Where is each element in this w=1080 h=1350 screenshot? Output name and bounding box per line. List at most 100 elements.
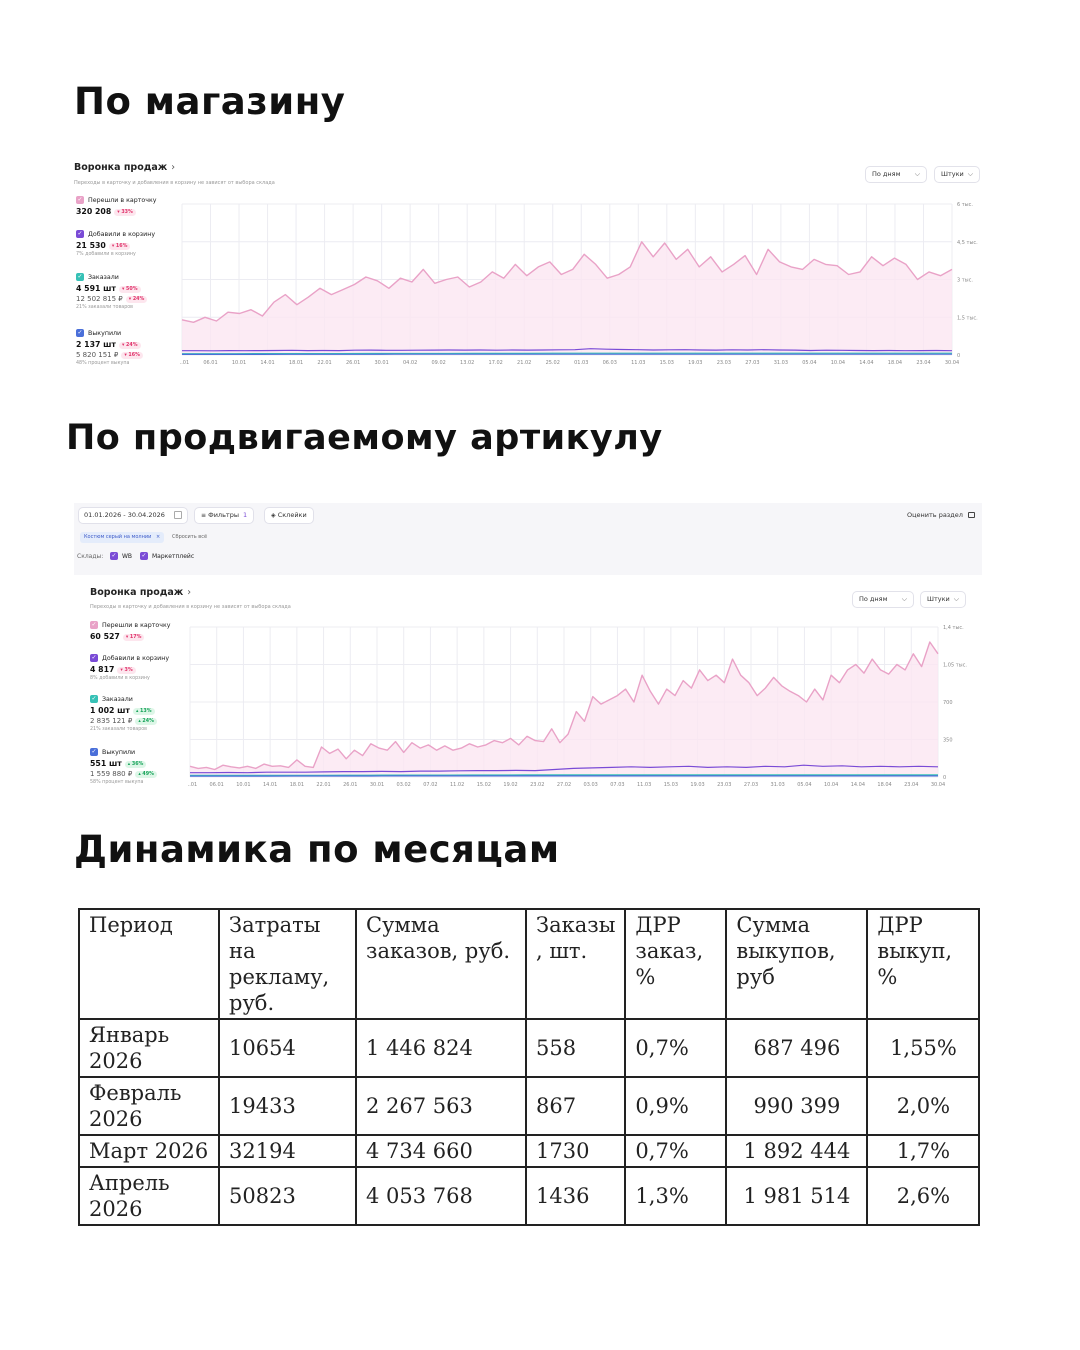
x-tick-label: 18.01 <box>289 360 303 366</box>
column-header-period: Период <box>78 907 220 1021</box>
metric-header: ✓ Заказали <box>90 695 190 703</box>
table-cell: 1,7% <box>866 1134 981 1169</box>
checkbox-icon[interactable]: ✓ <box>90 695 98 703</box>
funnel-metric[interactable]: ✓ Заказали 1 002 шт ▴ 13% 2 835 121 ₽ ▴ 24% 21… <box>90 695 190 732</box>
table-cell: 1,3% <box>624 1166 728 1227</box>
checkbox-icon[interactable]: ✓ <box>90 654 98 662</box>
funnel-title[interactable]: Воронка продаж › <box>74 162 175 173</box>
funnel-title[interactable]: Воронка продаж › <box>90 587 191 598</box>
merge-label: Склейки <box>277 511 307 519</box>
y-tick-label: 0 <box>943 775 946 781</box>
trend-badge: ▾ 50% <box>118 285 141 293</box>
filters-count-badge: 1 <box>243 511 248 519</box>
warehouse-checkbox-marketplace[interactable]: ✓ Маркетплейс <box>140 552 194 560</box>
unit-select[interactable]: Штуки ⌵ <box>920 591 966 608</box>
chevron-down-icon: ⌵ <box>967 170 973 178</box>
chevron-right-icon: › <box>171 162 176 173</box>
metric-value: 320 208 ▾ 33% <box>76 207 176 216</box>
x-tick-label: 14.04 <box>851 782 865 788</box>
rate-section-button[interactable]: Оценить раздел <box>900 507 982 524</box>
metric-value: 4 817 ▾ 3% <box>90 665 190 674</box>
x-tick-label: 23.04 <box>916 360 930 366</box>
column-header-orders-sum: Сумма заказов, руб. <box>355 907 527 1021</box>
period-select-value: По дням <box>872 170 901 178</box>
reset-all-link[interactable]: Сбросить всё <box>172 534 208 540</box>
layers-icon: ◈ <box>271 512 276 519</box>
check-icon: ✓ <box>140 552 148 560</box>
x-tick-label: 10.01 <box>232 360 246 366</box>
x-tick-label: 05.04 <box>797 782 811 788</box>
funnel-metric[interactable]: ✓ Выкупили 551 шт ▴ 36% 1 559 880 ₽ ▴ 49% 58% … <box>90 748 190 785</box>
metric-value: 21 530 ▾ 16% <box>76 241 176 250</box>
table-cell: 2 267 563 <box>355 1076 527 1137</box>
x-tick-label: 14.01 <box>263 782 277 788</box>
series-line <box>181 241 953 323</box>
funnel-metric[interactable]: ✓ Добавили в корзину 4 817 ▾ 3% 8% добавили … <box>90 654 190 681</box>
trend-badge: ▾ 3% <box>117 666 136 674</box>
table-cell: 50823 <box>218 1166 357 1227</box>
warehouse-name: WB <box>122 552 133 560</box>
series-line <box>182 352 952 355</box>
x-tick-label: 11.03 <box>631 360 645 366</box>
metric-value-rub: 2 835 121 ₽ ▴ 24% <box>90 717 190 725</box>
x-tick-label: 06.01 <box>210 782 224 788</box>
funnel-metric[interactable]: ✓ Заказали 4 591 шт ▾ 50% 12 502 815 ₽ ▾ 24% 2… <box>76 273 176 310</box>
x-tick-label: 01.01 <box>180 360 189 366</box>
x-tick-label: 26.01 <box>343 782 357 788</box>
checkbox-icon[interactable]: ✓ <box>76 273 84 281</box>
close-icon[interactable]: × <box>155 534 161 540</box>
funnel-metric[interactable]: ✓ Перешли в карточку 320 208 ▾ 33% <box>76 196 176 216</box>
checkbox-icon[interactable]: ✓ <box>76 329 84 337</box>
x-tick-label: 06.03 <box>603 360 617 366</box>
series-line <box>182 348 953 352</box>
y-tick-label: 1,05 тыс. <box>943 663 967 669</box>
series-area <box>190 642 938 777</box>
checkbox-icon[interactable]: ✓ <box>90 748 98 756</box>
x-tick-label: 22.01 <box>317 360 331 366</box>
x-tick-label: 26.01 <box>346 360 360 366</box>
trend-badge: ▾ 24% <box>125 295 148 303</box>
metric-note: 48% процент выкупа <box>76 361 130 366</box>
metric-header: ✓ Добавили в корзину <box>76 230 176 238</box>
checkbox-icon[interactable]: ✓ <box>76 230 84 238</box>
metric-value: 1 002 шт ▴ 13% <box>90 706 190 715</box>
x-tick-label: 23.04 <box>904 782 918 788</box>
warehouse-checkbox-wb[interactable]: ✓ WB <box>110 552 132 560</box>
funnel-metric[interactable]: ✓ Выкупили 2 137 шт ▾ 24% 5 820 151 ₽ ▾ 16% 48… <box>76 329 176 366</box>
table-header-row: Период Затраты на рекламу, руб. Сумма за… <box>78 907 981 1021</box>
x-tick-label: 27.03 <box>744 782 758 788</box>
section-heading-monthly: Динамика по месяцам <box>74 828 560 871</box>
x-tick-label: 27.03 <box>745 360 759 366</box>
metric-label: Добавили в корзину <box>102 654 170 662</box>
funnel-chart: 01.01 06.01 10.01 14.01 18.01 22.01 26.01 30.01… <box>180 202 978 366</box>
filters-button[interactable]: ≡ Фильтры 1 <box>194 507 255 524</box>
period-select[interactable]: По дням ⌵ <box>865 166 927 183</box>
filter-icon: ≡ <box>201 512 207 519</box>
x-tick-label: 15.03 <box>664 782 678 788</box>
table-row: Январь 2026 10654 1 446 824 558 0,7% 687 496 1… <box>78 1018 981 1079</box>
x-tick-label: 23.03 <box>717 360 731 366</box>
table-cell: 4 734 660 <box>355 1134 527 1169</box>
checkbox-icon[interactable]: ✓ <box>90 621 98 629</box>
active-filter-chip[interactable]: Костюм серый на молнии × <box>80 532 165 543</box>
funnel-metric[interactable]: ✓ Перешли в карточку 60 527 ▾ 17% <box>90 621 190 641</box>
funnel-metric[interactable]: ✓ Добавили в корзину 21 530 ▾ 16% 7% добавил… <box>76 230 176 257</box>
x-tick-label: 30.04 <box>931 782 945 788</box>
column-header-ad-spend: Затраты на рекламу, руб. <box>218 907 357 1021</box>
table-cell: 19433 <box>218 1076 357 1137</box>
date-range-value: 01.01.2026 - 30.04.2026 <box>84 511 165 519</box>
chevron-down-icon: ⌵ <box>914 170 920 178</box>
metric-header: ✓ Выкупили <box>90 748 190 756</box>
x-tick-label: 19.03 <box>690 782 704 788</box>
x-tick-label: 01.03 <box>574 360 588 366</box>
period-select[interactable]: По дням ⌵ <box>852 591 914 608</box>
date-range-input[interactable]: 01.01.2026 - 30.04.2026 <box>78 507 188 524</box>
merge-button[interactable]: ◈ Склейки <box>264 507 314 524</box>
table-cell: 0,9% <box>624 1076 728 1137</box>
period-select-value: По дням <box>859 595 888 603</box>
table-cell: 2,0% <box>866 1076 981 1137</box>
table-cell: 0,7% <box>624 1134 728 1169</box>
checkbox-icon[interactable]: ✓ <box>76 196 84 204</box>
table-cell: 1730 <box>524 1134 627 1169</box>
unit-select[interactable]: Штуки ⌵ <box>934 166 980 183</box>
